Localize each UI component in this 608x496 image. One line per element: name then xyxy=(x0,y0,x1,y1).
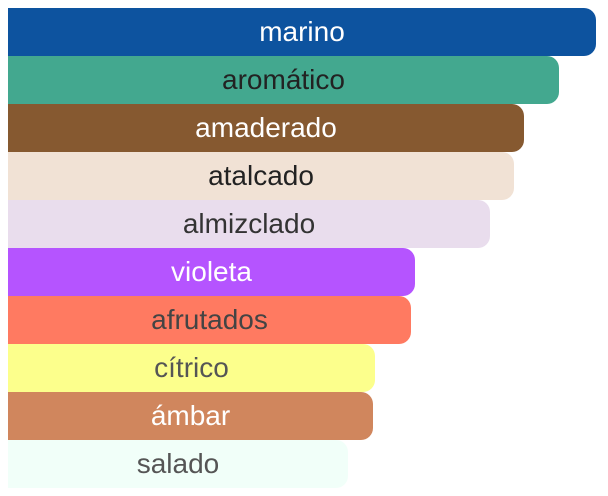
bar-9: salado xyxy=(8,440,348,488)
bar-3: atalcado xyxy=(8,152,514,200)
bar-2: amaderado xyxy=(8,104,524,152)
bar-5: violeta xyxy=(8,248,415,296)
bar-1: aromático xyxy=(8,56,559,104)
bar-4: almizclado xyxy=(8,200,490,248)
bar-6: afrutados xyxy=(8,296,411,344)
bar-7: cítrico xyxy=(8,344,375,392)
bar-8: ámbar xyxy=(8,392,373,440)
bar-0: marino xyxy=(8,8,596,56)
